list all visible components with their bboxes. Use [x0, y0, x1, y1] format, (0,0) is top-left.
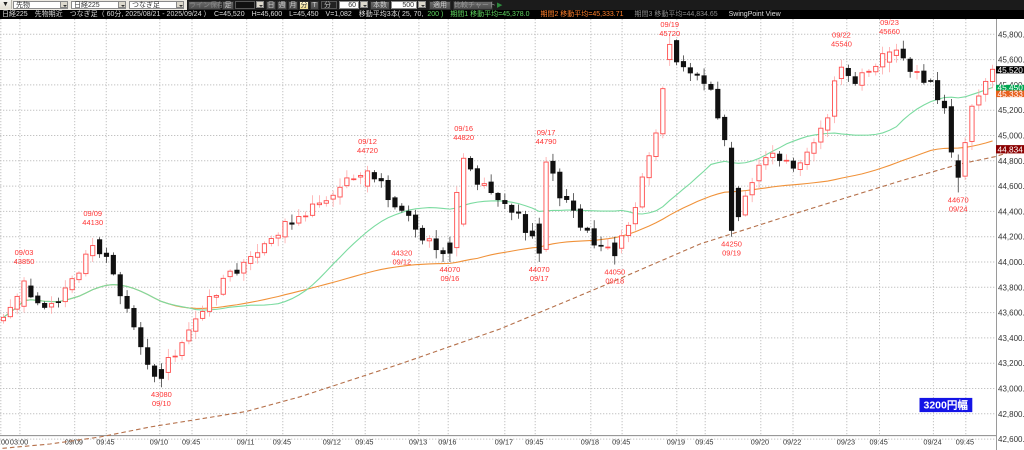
svg-text:09/09: 09/09: [65, 438, 83, 447]
svg-text:09/18: 09/18: [581, 438, 599, 447]
svg-text:45,333: 45,333: [998, 89, 1024, 99]
svg-text:09/12: 09/12: [323, 438, 341, 447]
svg-text:09/10: 09/10: [150, 438, 168, 447]
svg-text:43850: 43850: [14, 257, 35, 266]
svg-text:09/23: 09/23: [837, 438, 855, 447]
svg-text:42,800.: 42,800.: [998, 410, 1024, 419]
svg-text:45,000.: 45,000.: [998, 132, 1024, 141]
svg-text:09:45: 09:45: [182, 438, 200, 447]
svg-text:44820: 44820: [453, 133, 474, 142]
svg-text:09:45: 09:45: [96, 438, 114, 447]
svg-text:09/17: 09/17: [537, 128, 556, 137]
svg-text:09:45: 09:45: [870, 438, 888, 447]
svg-text:44,200.: 44,200.: [998, 233, 1024, 242]
svg-text:3200円幅: 3200円幅: [924, 399, 969, 412]
svg-text:09/16: 09/16: [454, 124, 473, 133]
svg-text:09/24: 09/24: [923, 438, 941, 447]
svg-text:43,800.: 43,800.: [998, 283, 1024, 292]
svg-text:09/19: 09/19: [660, 20, 679, 29]
svg-text:09/18: 09/18: [605, 277, 624, 286]
svg-text:44070: 44070: [529, 265, 550, 274]
svg-text:44050: 44050: [604, 268, 625, 277]
svg-text:06:00: 06:00: [0, 438, 9, 447]
svg-text:43,000.: 43,000.: [998, 385, 1024, 394]
svg-text:09:45: 09:45: [273, 438, 291, 447]
svg-text:45540: 45540: [831, 40, 852, 49]
svg-text:44790: 44790: [536, 137, 557, 146]
svg-text:42,600.: 42,600.: [998, 435, 1024, 444]
svg-text:09:45: 09:45: [695, 438, 713, 447]
svg-text:44320: 44320: [391, 249, 412, 258]
svg-text:44,800.: 44,800.: [998, 157, 1024, 166]
svg-text:43,200.: 43,200.: [998, 359, 1024, 368]
svg-text:09/19: 09/19: [667, 438, 685, 447]
svg-text:45,600.: 45,600.: [998, 56, 1024, 65]
svg-text:09/24: 09/24: [949, 204, 968, 213]
svg-text:09/20: 09/20: [751, 438, 769, 447]
svg-text:43080: 43080: [151, 390, 172, 399]
svg-text:44250: 44250: [721, 240, 742, 249]
svg-text:09/17: 09/17: [495, 438, 513, 447]
svg-text:03:00: 03:00: [10, 438, 28, 447]
svg-text:09:45: 09:45: [612, 438, 630, 447]
svg-text:43,600.: 43,600.: [998, 309, 1024, 318]
svg-text:45,200.: 45,200.: [998, 106, 1024, 115]
svg-text:09:45: 09:45: [956, 438, 974, 447]
svg-text:45,800.: 45,800.: [998, 30, 1024, 39]
svg-text:09/17: 09/17: [530, 274, 549, 283]
svg-text:09/23: 09/23: [880, 19, 899, 27]
svg-text:09/11: 09/11: [237, 438, 255, 447]
svg-text:44,000.: 44,000.: [998, 258, 1024, 267]
svg-text:45,520: 45,520: [998, 65, 1024, 75]
svg-text:43,400.: 43,400.: [998, 334, 1024, 343]
svg-text:09/16: 09/16: [438, 438, 456, 447]
svg-text:44670: 44670: [948, 195, 969, 204]
svg-text:44,834: 44,834: [998, 144, 1024, 154]
svg-text:44,400.: 44,400.: [998, 207, 1024, 216]
svg-text:45660: 45660: [879, 27, 900, 36]
svg-text:09/10: 09/10: [152, 399, 171, 408]
svg-text:09/09: 09/09: [83, 209, 102, 218]
svg-text:45720: 45720: [659, 29, 680, 38]
svg-text:09:45: 09:45: [525, 438, 543, 447]
svg-text:44070: 44070: [439, 265, 460, 274]
svg-text:44720: 44720: [357, 146, 378, 155]
svg-text:09/12: 09/12: [392, 258, 411, 267]
svg-text:44,600.: 44,600.: [998, 182, 1024, 191]
svg-text:09/19: 09/19: [722, 249, 741, 258]
svg-text:09/22: 09/22: [832, 31, 851, 40]
svg-text:09:45: 09:45: [355, 438, 373, 447]
svg-text:09/12: 09/12: [358, 137, 377, 146]
svg-text:09/22: 09/22: [783, 438, 801, 447]
svg-text:09/13: 09/13: [409, 438, 427, 447]
svg-text:09/03: 09/03: [15, 248, 34, 257]
svg-text:44130: 44130: [82, 218, 103, 227]
svg-text:09/16: 09/16: [441, 274, 460, 283]
